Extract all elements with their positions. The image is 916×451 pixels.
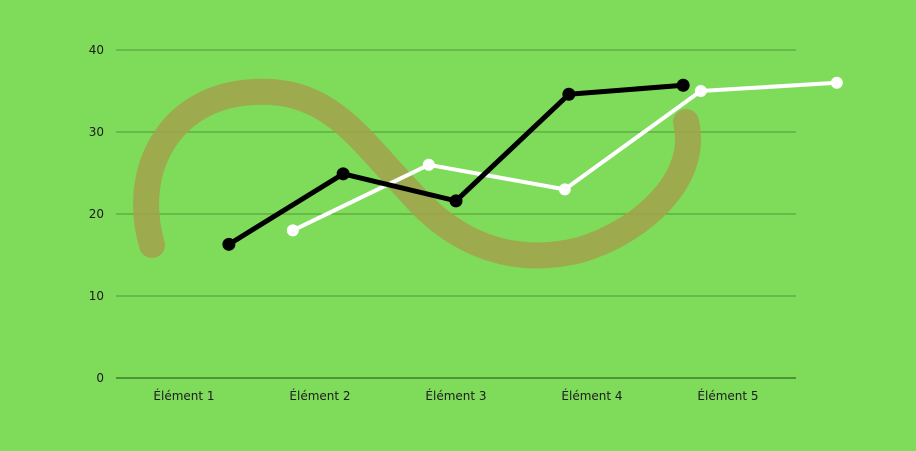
series-2 bbox=[286, 76, 843, 237]
series-2-point bbox=[422, 158, 435, 171]
y-tick-label: 30 bbox=[89, 125, 104, 139]
series-1 bbox=[222, 78, 690, 251]
y-tick-label: 40 bbox=[89, 43, 104, 57]
series-1-point bbox=[562, 87, 576, 101]
y-tick-label: 10 bbox=[89, 289, 104, 303]
series-1-point bbox=[449, 194, 463, 208]
x-tick-label: Élément 5 bbox=[697, 388, 758, 403]
y-axis-tick-labels: 0 10 20 30 40 bbox=[89, 43, 104, 385]
series-2-point bbox=[694, 85, 707, 97]
series-1-point bbox=[336, 167, 350, 181]
infinity-decoration bbox=[133, 78, 701, 269]
series-2-point bbox=[558, 183, 571, 196]
y-tick-label: 0 bbox=[96, 371, 104, 385]
x-axis-tick-labels: Élément 1 Élément 2 Élément 3 Élément 4 Élém… bbox=[153, 388, 758, 403]
x-tick-label: Élément 3 bbox=[425, 388, 486, 403]
x-tick-label: Élément 2 bbox=[289, 388, 350, 403]
series-1-point bbox=[676, 78, 690, 92]
series-2-point bbox=[286, 224, 299, 237]
x-tick-label: Élément 4 bbox=[561, 388, 622, 403]
series-2-point bbox=[830, 76, 843, 89]
series-1-point bbox=[222, 237, 236, 251]
x-tick-label: Élément 1 bbox=[153, 388, 214, 403]
infinity-swirl-shape bbox=[133, 78, 701, 269]
y-tick-label: 20 bbox=[89, 207, 104, 221]
series-layer bbox=[222, 76, 843, 251]
